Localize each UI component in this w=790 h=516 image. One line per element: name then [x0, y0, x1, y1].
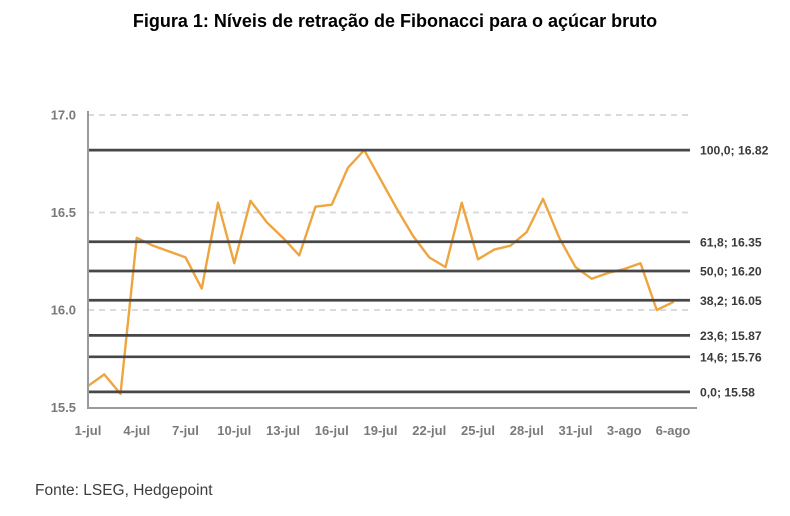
x-axis-tick: 16-jul [315, 423, 349, 438]
x-axis-tick: 13-jul [266, 423, 300, 438]
fibonacci-level-label: 23,6; 15.87 [700, 329, 762, 343]
x-axis-tick: 3-ago [607, 423, 642, 438]
x-axis-tick: 31-jul [559, 423, 593, 438]
y-axis-tick: 16.5 [51, 205, 76, 220]
x-axis-tick: 25-jul [461, 423, 495, 438]
figure-title: Figura 1: Níveis de retração de Fibonacc… [132, 11, 658, 31]
x-axis-tick: 6-ago [656, 423, 691, 438]
x-axis-tick: 28-jul [510, 423, 544, 438]
price-line [86, 148, 675, 396]
fibonacci-level-label: 14,6; 15.76 [700, 350, 762, 364]
y-axis-tick: 17.0 [51, 108, 76, 123]
x-axis-tick: 22-jul [412, 423, 446, 438]
x-axis-tick: 7-jul [172, 423, 199, 438]
x-axis-tick: 4-jul [123, 423, 150, 438]
fibonacci-level-label: 0,0; 15.58 [700, 385, 755, 399]
fibonacci-retracement-chart: 100,0; 16.82 61,8; 16.35 50,0; 16.20 38,2; … [51, 108, 769, 439]
y-axis-tick: 15.5 [51, 400, 76, 415]
fibonacci-level-label: 100,0; 16.82 [700, 144, 769, 158]
x-axis-tick: 1-jul [75, 423, 102, 438]
x-axis-tick: 19-jul [364, 423, 398, 438]
x-axis-tick: 10-jul [217, 423, 251, 438]
fibonacci-level-label: 61,8; 16.35 [700, 235, 762, 249]
fibonacci-level-label: 50,0; 16.20 [700, 265, 762, 279]
source-note: Fonte: LSEG, Hedgepoint [35, 482, 213, 499]
fibonacci-level-label: 38,2; 16.05 [700, 294, 762, 308]
y-axis-tick: 16.0 [51, 303, 76, 318]
